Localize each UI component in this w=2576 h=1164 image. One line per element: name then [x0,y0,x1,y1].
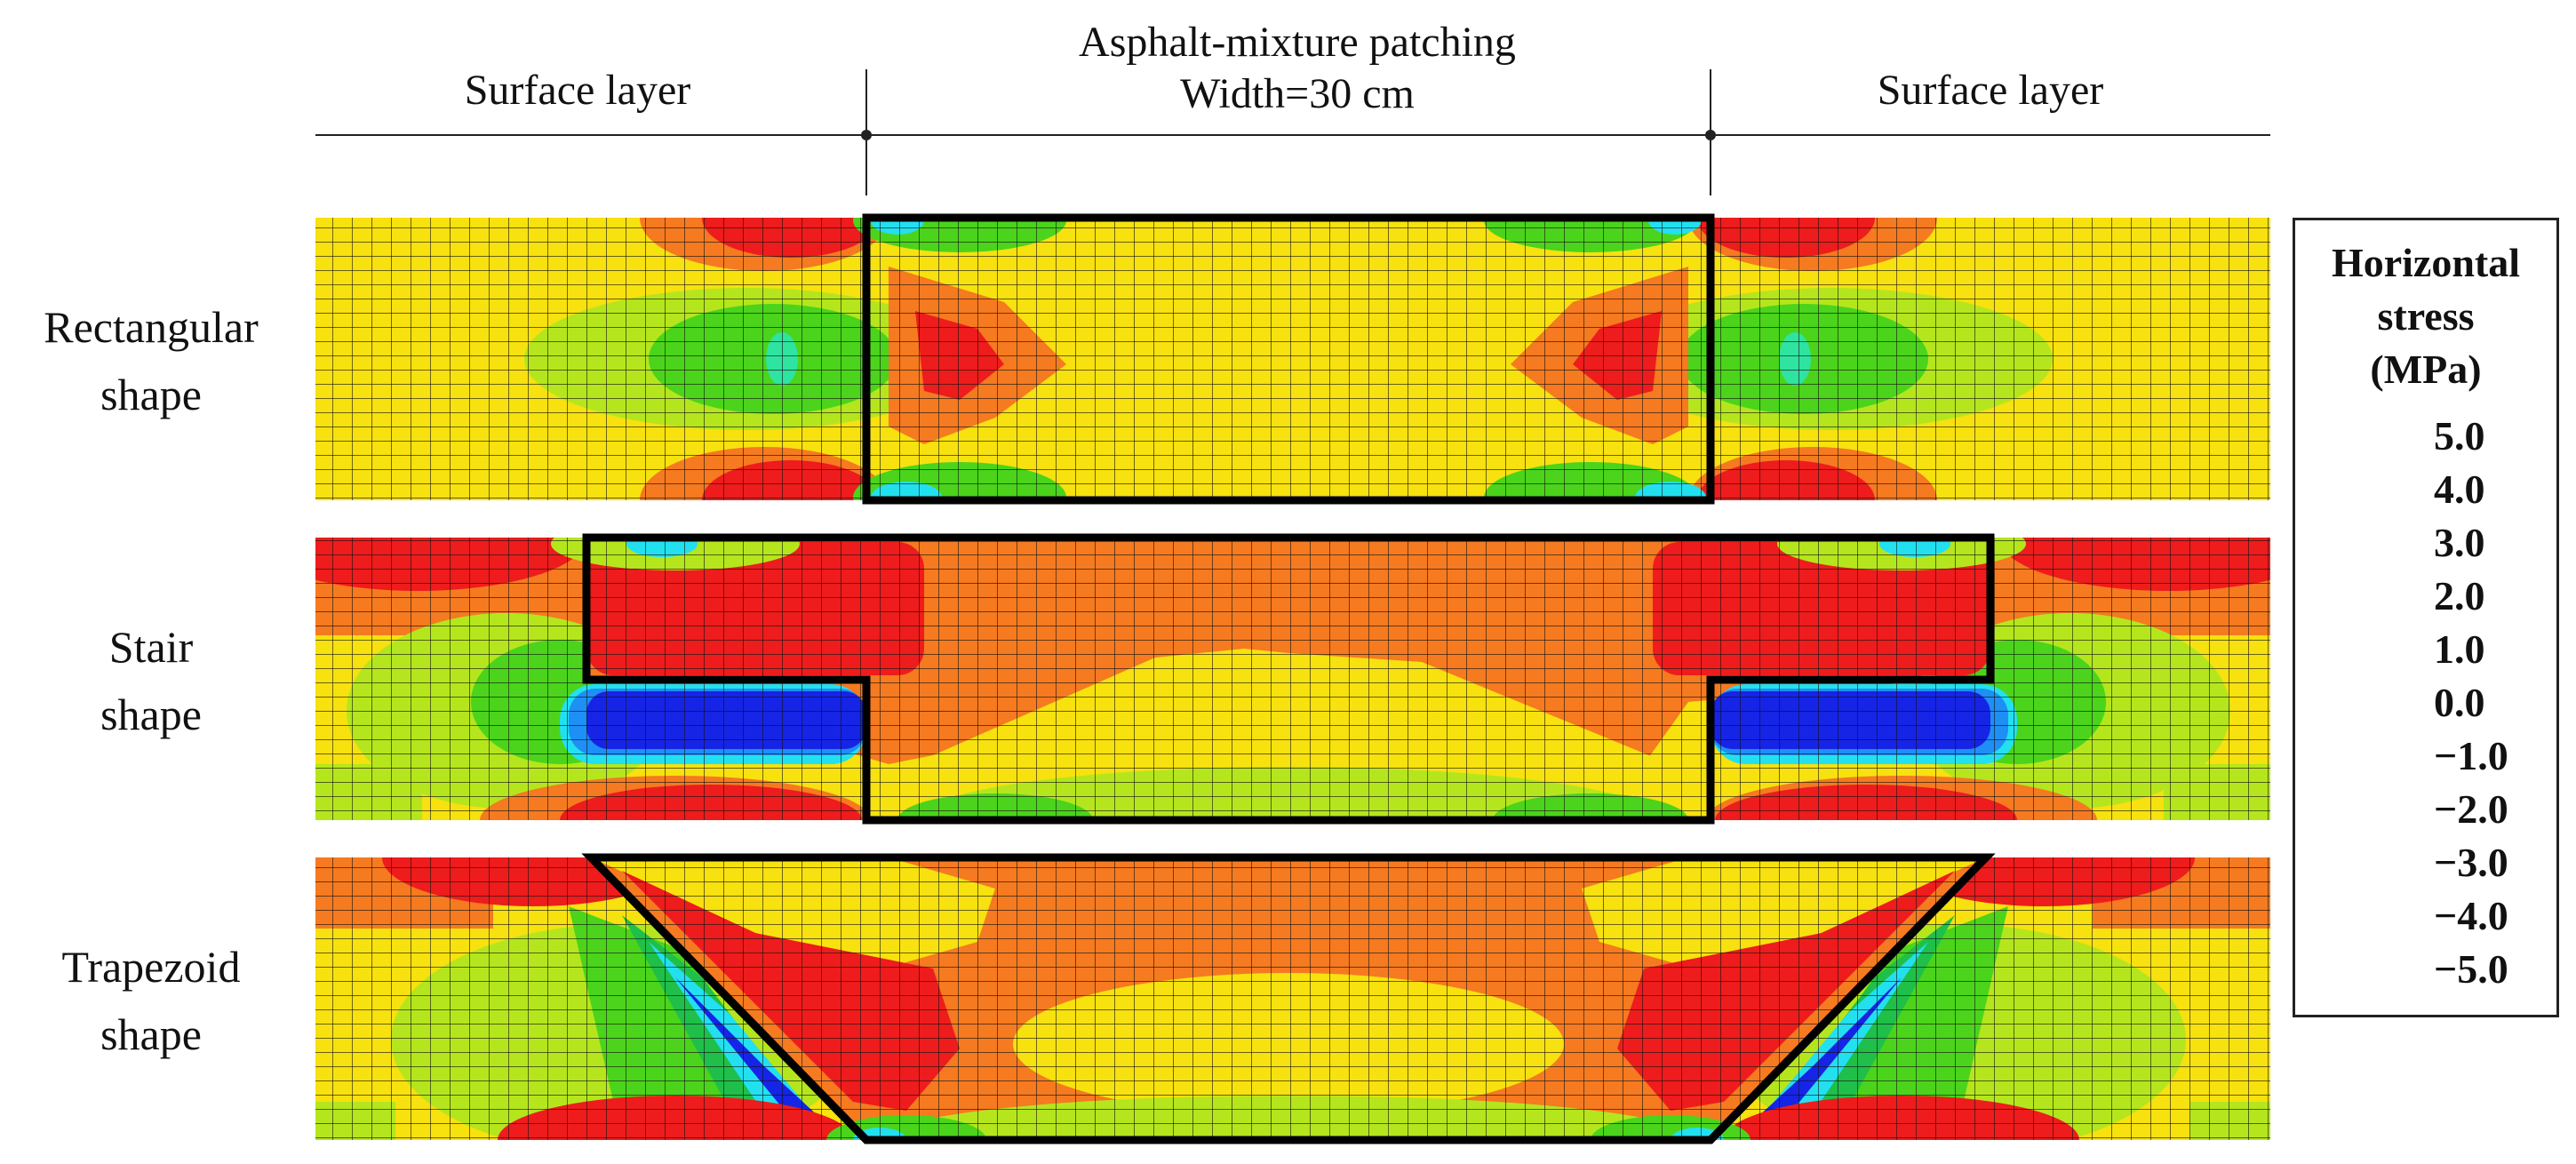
left-surface-layer-label: Surface layer [464,67,691,114]
row-label-stair: Stair shape [0,613,302,748]
patch-outline-stair [582,533,1995,825]
row-label-trapezoid-line1: Trapezoid [61,942,241,992]
legend-tick-label: 2.0 [2434,573,2485,618]
patching-title: Asphalt-mixture patching Width=30 cm [960,21,1635,116]
row-label-stair-line2: shape [100,690,202,739]
dimension-marker-right [1705,130,1716,140]
legend-tick-label: −3.0 [2434,840,2508,885]
legend-title-line1: Horizontal [2331,240,2521,285]
row-label-rectangular-line1: Rectangular [44,302,259,352]
patch-outline-trapezoid [581,853,1996,1144]
legend-title-line3: (MPa) [2370,347,2482,392]
legend-title-line2: stress [2377,293,2475,339]
dimension-line [315,69,2270,195]
patch-outline-rectangular [862,213,1715,505]
legend-tick-label: 3.0 [2434,520,2485,565]
row-label-trapezoid: Trapezoid shape [0,933,302,1068]
panel-stair-contour [315,538,2270,820]
row-label-stair-line1: Stair [108,622,194,672]
legend-title: Horizontal stress (MPa) [2295,236,2556,396]
patching-width-label: Width=30 cm [1180,70,1415,117]
patching-title-line1: Asphalt-mixture patching [1079,19,1516,66]
legend-tick-label: 0.0 [2434,680,2485,725]
row-label-trapezoid-line2: shape [100,1009,202,1059]
legend-tick-label: 5.0 [2434,413,2485,458]
legend-tick-label: −4.0 [2434,893,2508,938]
legend: Horizontal stress (MPa) 5.0 4.0 3.0 2.0 1.0 0… [2293,218,2559,1017]
right-surface-layer-label: Surface layer [1877,67,2104,114]
row-label-rectangular-line2: shape [100,370,202,419]
panel-rectangular-contour [315,218,2270,500]
legend-tick-label: −1.0 [2434,733,2508,778]
legend-tick-label: 4.0 [2434,466,2485,512]
dimension-marker-left [861,130,872,140]
legend-tick-label: −5.0 [2434,946,2508,992]
legend-tick-label: −2.0 [2434,786,2508,832]
legend-tick-label: 1.0 [2434,626,2485,672]
row-label-rectangular: Rectangular shape [0,293,302,428]
